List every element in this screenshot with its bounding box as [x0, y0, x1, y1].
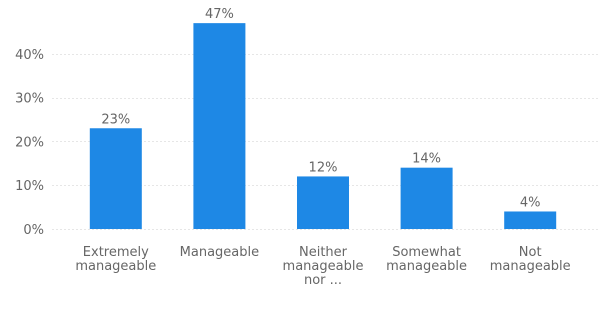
- category-label-1: Manageable: [180, 245, 259, 260]
- bar-4: [504, 211, 557, 229]
- bar-0: [89, 128, 142, 229]
- category-label-line: manageable: [386, 259, 467, 274]
- data-label-4: 4%: [520, 195, 541, 210]
- bar-2: [297, 176, 349, 229]
- data-label-1: 47%: [205, 7, 234, 22]
- y-tick-label: 40%: [15, 48, 44, 63]
- category-label-line: Neither: [299, 245, 348, 260]
- category-label-line: Manageable: [180, 245, 259, 260]
- category-label-line: Somewhat: [392, 245, 461, 260]
- y-tick-label: 10%: [15, 179, 44, 194]
- bar-3: [400, 167, 453, 229]
- bars: [89, 23, 557, 229]
- category-label-2: Neither manageable nor ...: [283, 245, 364, 288]
- category-label-line: manageable: [283, 259, 364, 274]
- category-label-3: Somewhat manageable: [386, 245, 467, 274]
- category-label-line: manageable: [75, 259, 156, 274]
- bar-1: [193, 23, 246, 229]
- y-tick-label: 30%: [15, 92, 44, 107]
- data-label-3: 14%: [412, 152, 441, 167]
- y-tick-label: 20%: [15, 135, 44, 150]
- data-labels: 23% 47% 12% 14% 4%: [101, 7, 540, 210]
- category-label-line: Extremely: [83, 245, 149, 260]
- data-label-0: 23%: [101, 112, 130, 127]
- y-tick-label: 0%: [23, 223, 44, 238]
- y-axis-ticks: 0% 10% 20% 30% 40%: [15, 48, 44, 238]
- category-label-line: nor ...: [304, 273, 342, 288]
- category-label-line: manageable: [490, 259, 571, 274]
- category-label-line: Not: [519, 245, 542, 260]
- data-label-2: 12%: [309, 160, 338, 175]
- category-label-4: Not manageable: [490, 245, 571, 274]
- category-label-0: Extremely manageable: [75, 245, 156, 274]
